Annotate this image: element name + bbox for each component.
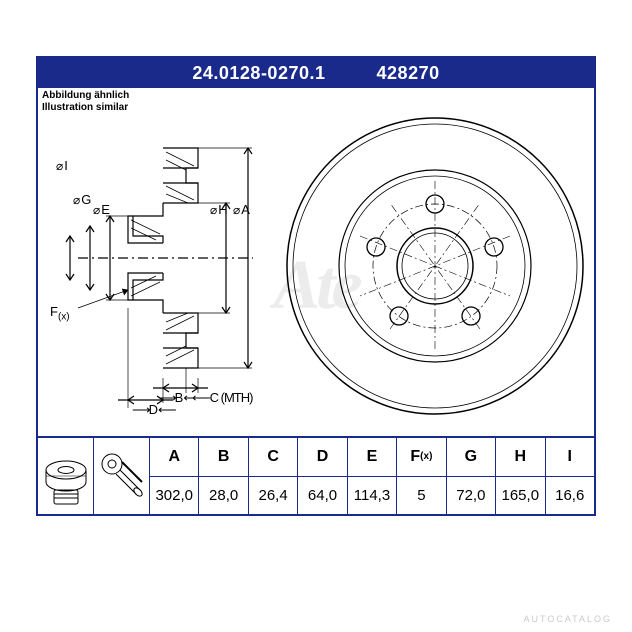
header-bar: 24.0128-0270.1 428270 <box>38 58 594 88</box>
table-value-row: 302,0 28,0 26,4 64,0 114,3 5 72,0 165,0 … <box>150 477 594 515</box>
col-C: C <box>249 438 298 476</box>
diagram-frame: 24.0128-0270.1 428270 Abbildung ähnlich … <box>36 56 596 516</box>
drawing-area: I G E H A F(x) ⟶B⟵ ⟵C (MTH) ⟶D⟵ <box>38 88 594 436</box>
val-I: 16,6 <box>546 477 594 515</box>
short-code: 428270 <box>377 58 440 88</box>
dim-G: G <box>73 192 91 207</box>
dim-C: ⟵C (MTH) <box>192 390 252 406</box>
dim-E: E <box>93 202 110 217</box>
icon-bolt <box>94 438 150 514</box>
col-H: H <box>496 438 545 476</box>
dim-A: A <box>233 202 250 217</box>
val-D: 64,0 <box>298 477 347 515</box>
col-G: G <box>447 438 496 476</box>
val-G: 72,0 <box>447 477 496 515</box>
spec-table: A B C D E F(x) G H I 302,0 28,0 26,4 64,… <box>38 436 594 514</box>
dim-H: H <box>210 202 228 217</box>
val-A: 302,0 <box>150 477 199 515</box>
part-number: 24.0128-0270.1 <box>192 58 325 88</box>
col-A: A <box>150 438 199 476</box>
val-E: 114,3 <box>348 477 397 515</box>
col-D: D <box>298 438 347 476</box>
icon-disc-side <box>38 438 94 514</box>
dim-Fx: F(x) <box>50 304 70 323</box>
dim-I: I <box>56 158 68 173</box>
col-B: B <box>199 438 248 476</box>
dim-D: ⟶D⟵ <box>132 402 175 418</box>
col-Fx: F(x) <box>397 438 446 476</box>
val-C: 26,4 <box>249 477 298 515</box>
table-header-row: A B C D E F(x) G H I <box>150 438 594 477</box>
footer-watermark: AUTOCATALOG <box>523 614 612 624</box>
col-I: I <box>546 438 594 476</box>
col-E: E <box>348 438 397 476</box>
val-H: 165,0 <box>496 477 545 515</box>
val-Fx: 5 <box>397 477 446 515</box>
val-B: 28,0 <box>199 477 248 515</box>
front-view-drawing <box>280 106 590 426</box>
cross-section-drawing <box>38 108 268 428</box>
